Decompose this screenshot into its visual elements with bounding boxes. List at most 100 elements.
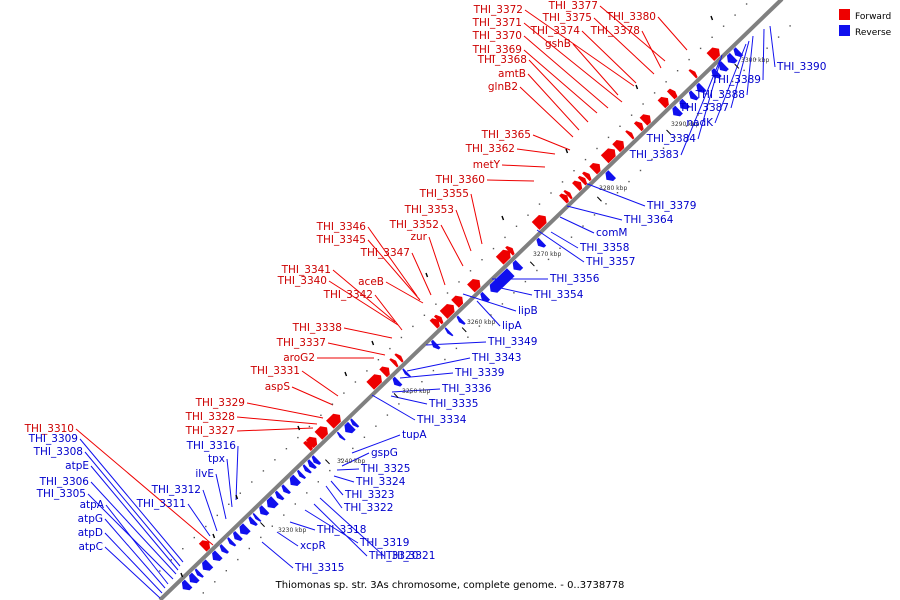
forward-gene-block[interactable] [559,191,571,204]
forward-gene-block[interactable] [305,434,320,449]
reverse-gene-block[interactable] [716,61,729,74]
forward-leader-line [328,280,399,326]
reverse-leader-line [319,497,385,557]
forward-gene-block[interactable] [439,301,458,319]
reverse-gene-block[interactable] [310,455,322,466]
reverse-gene-block[interactable] [301,464,312,475]
forward-gene-block[interactable] [563,189,574,200]
reverse-gene-label: THI_3308 [33,446,83,458]
reverse-gene-block[interactable] [390,376,403,389]
reverse-gene-block[interactable] [280,484,291,495]
reverse-leader-line [261,541,294,569]
reverse-gene-block[interactable] [306,459,317,470]
track-dot [271,525,273,527]
track-dot [628,180,630,183]
reverse-gene-block[interactable] [209,550,223,563]
reverse-gene-block[interactable] [487,268,515,295]
reverse-gene-block[interactable] [687,90,699,102]
reverse-gene-block[interactable] [731,47,744,59]
forward-gene-block[interactable] [582,170,593,182]
reverse-gene-block[interactable] [231,530,243,543]
reverse-gene-block[interactable] [709,68,722,81]
forward-gene-block[interactable] [495,247,514,265]
forward-gene-block[interactable] [429,316,443,329]
reverse-gene-block[interactable] [287,474,301,489]
forward-gene-block[interactable] [198,538,213,552]
reverse-gene-block[interactable] [273,490,285,502]
reverse-gene-block[interactable] [252,512,262,523]
forward-gene-block[interactable] [379,364,392,378]
reverse-gene-block[interactable] [193,568,204,579]
forward-gene-block[interactable] [589,160,603,175]
reverse-gene-block[interactable] [694,82,707,96]
reverse-leader-line [762,28,765,81]
forward-gene-block[interactable] [668,87,679,98]
forward-gene-block[interactable] [505,244,516,256]
reverse-gene-label: THI_3316 [186,440,237,452]
forward-gene-block[interactable] [314,423,331,440]
reverse-gene-block[interactable] [478,291,491,304]
forward-gene-block[interactable] [657,94,672,109]
reverse-gene-block[interactable] [401,368,412,378]
forward-gene-block[interactable] [625,129,636,140]
forward-gene-block[interactable] [394,352,405,363]
forward-gene-block[interactable] [451,293,466,308]
reverse-gene-block[interactable] [342,421,356,436]
track-dot [274,459,276,461]
reverse-gene-block[interactable] [296,469,307,481]
reverse-gene-block[interactable] [455,315,466,327]
forward-leader-line [428,236,446,286]
forward-gene-block[interactable] [326,411,344,429]
forward-gene-block[interactable] [389,357,400,368]
forward-leader-line [524,9,635,87]
reverse-gene-block[interactable] [677,98,690,112]
reverse-leader-line [304,509,359,544]
reverse-gene-block[interactable] [603,170,616,183]
forward-gene-block[interactable] [531,212,550,230]
reverse-gene-block[interactable] [534,237,547,250]
reverse-gene-block[interactable] [257,505,270,518]
track-dot [216,514,218,517]
forward-gene-label: THI_3355 [419,188,469,200]
reverse-gene-block[interactable] [670,105,683,119]
reverse-gene-block[interactable] [724,52,738,66]
reverse-gene-block[interactable] [444,327,454,337]
scale-kbp-label: 3300 kbp [741,57,769,64]
reverse-gene-block[interactable] [247,516,258,527]
reverse-gene-block[interactable] [237,523,251,537]
forward-gene-block[interactable] [572,178,585,191]
forward-gene-label: THI_3375 [542,12,592,24]
reverse-leader-line [730,40,750,109]
forward-gene-block[interactable] [633,119,646,132]
track-dot [708,103,711,105]
reverse-gene-block[interactable] [218,544,230,555]
reverse-gene-block[interactable] [349,418,360,429]
reverse-gene-block[interactable] [336,431,346,442]
reverse-gene-block[interactable] [510,259,524,273]
reverse-gene-block[interactable] [199,559,214,573]
forward-gene-block[interactable] [366,371,384,390]
reverse-leader-line [371,394,416,421]
forward-gene-block[interactable] [688,68,700,79]
track-dot [193,536,195,539]
reverse-gene-block[interactable] [264,496,279,511]
forward-gene-block[interactable] [639,112,654,126]
forward-gene-block[interactable] [612,137,627,153]
reverse-gene-label: THI_3322 [343,502,393,514]
reverse-gene-label: THI_3320 [368,550,418,562]
forward-gene-block[interactable] [577,174,589,186]
forward-gene-block[interactable] [467,276,483,293]
reverse-gene-label: THI_3389 [711,74,761,86]
reverse-gene-block[interactable] [429,339,441,351]
track-dot [665,81,667,83]
forward-gene-block[interactable] [706,45,723,62]
reverse-leader-line [550,231,579,249]
forward-gene-block[interactable] [433,313,445,325]
reverse-leader-line [462,293,517,312]
forward-leader-line [367,226,418,297]
reverse-gene-block[interactable] [179,579,193,593]
forward-gene-block[interactable] [600,146,619,164]
reverse-gene-block[interactable] [226,537,237,548]
marker-tick [635,84,639,90]
reverse-gene-block[interactable] [186,572,200,586]
